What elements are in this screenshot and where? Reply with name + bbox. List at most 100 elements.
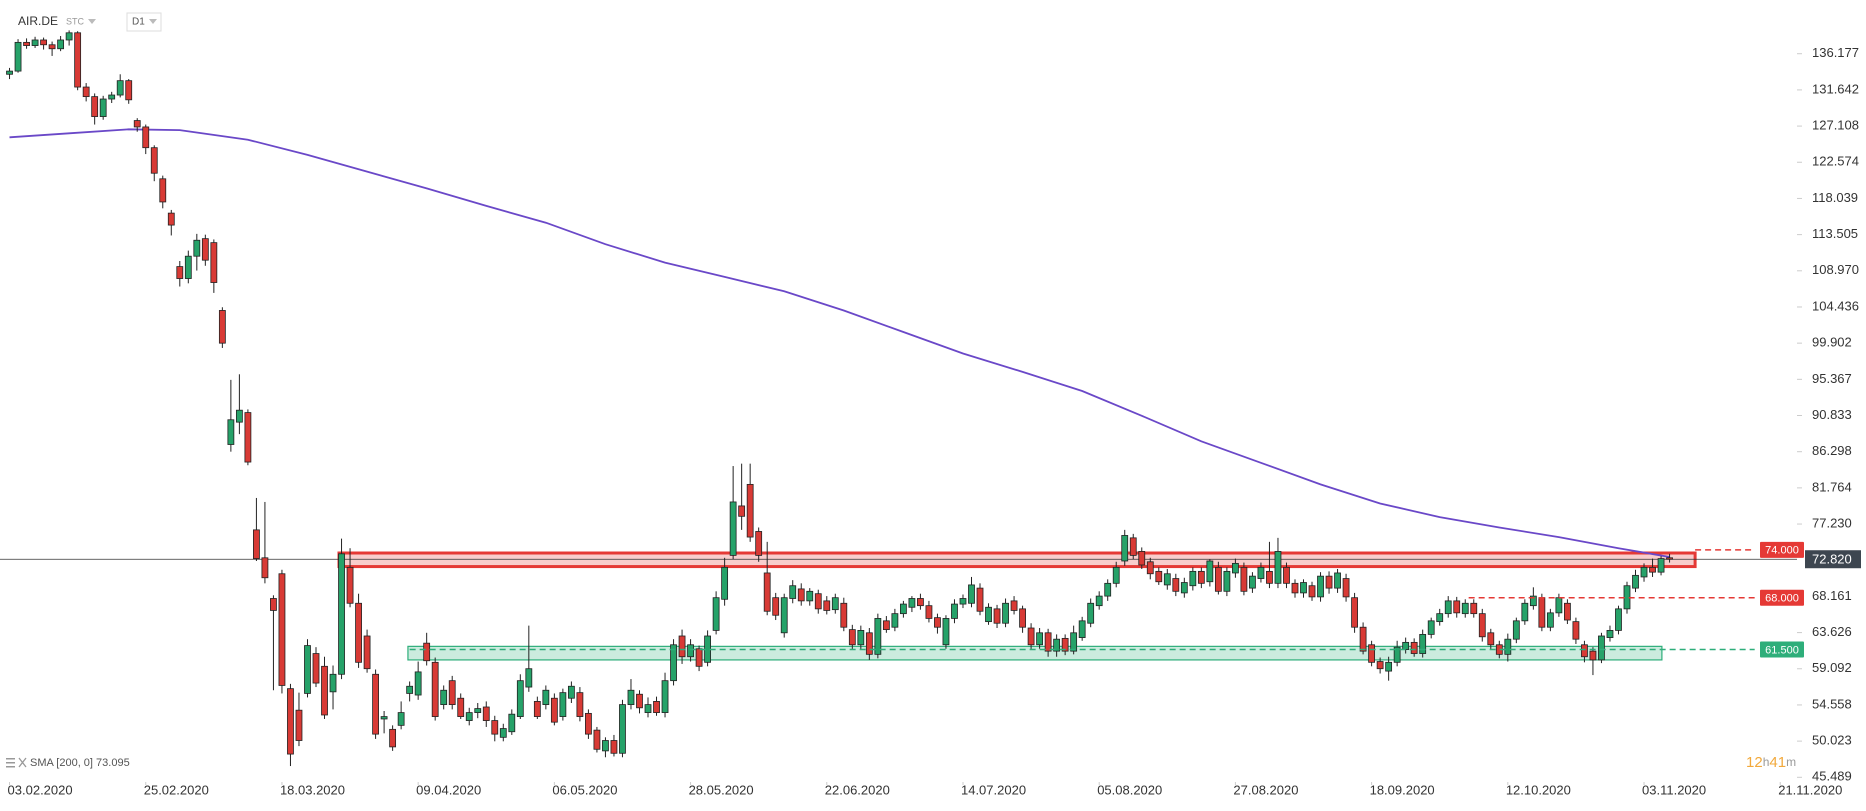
candle-body xyxy=(167,212,175,226)
candle-body xyxy=(542,689,550,706)
candle-body xyxy=(1444,600,1452,615)
candle-body xyxy=(653,701,660,713)
candle-body xyxy=(227,419,235,445)
sma-line xyxy=(9,128,1670,558)
candle-body xyxy=(1266,570,1273,584)
candle-body xyxy=(772,597,780,616)
candle-body xyxy=(746,483,754,538)
candle-body xyxy=(806,590,814,602)
candle-body xyxy=(550,697,558,723)
y-tick-label: 113.505 xyxy=(1812,226,1858,241)
candle-body xyxy=(1334,572,1341,589)
candle-body xyxy=(687,644,694,658)
candle-body xyxy=(1649,566,1656,573)
candle-body xyxy=(891,613,899,628)
zone xyxy=(407,645,1663,661)
candle-body xyxy=(1410,641,1418,654)
candle-body xyxy=(840,602,848,628)
type-select[interactable]: STC xyxy=(66,16,96,26)
level-label-box xyxy=(1760,589,1804,606)
candle-body xyxy=(1666,557,1673,560)
candle-body xyxy=(1232,562,1239,574)
x-tick-label: 06.05.2020 xyxy=(552,782,617,797)
y-tick-label: 131.642 xyxy=(1812,81,1859,96)
candle-body xyxy=(142,126,150,149)
candle-body xyxy=(1078,620,1086,638)
candle-body xyxy=(150,147,158,174)
x-tick-label: 18.03.2020 xyxy=(280,782,345,797)
candle-body xyxy=(1027,627,1035,646)
y-tick-label: 127.108 xyxy=(1812,118,1859,133)
candle-body xyxy=(1368,644,1376,663)
candle-body xyxy=(1581,644,1588,658)
indicator-menu-icon[interactable] xyxy=(6,758,15,768)
candle-body xyxy=(619,704,626,754)
candle-body xyxy=(1529,595,1537,607)
last-price-label: 72.820 xyxy=(1812,552,1852,567)
candle-body xyxy=(159,178,167,203)
candle-body xyxy=(295,709,303,741)
candle-body xyxy=(636,693,643,709)
interval-select[interactable]: D1 xyxy=(126,12,162,32)
candle-body xyxy=(91,96,99,117)
candle-body xyxy=(82,86,90,98)
candle-body xyxy=(482,706,490,721)
candle-body xyxy=(729,501,737,556)
y-tick-label: 81.764 xyxy=(1812,479,1852,494)
candle-body xyxy=(431,661,439,717)
y-tick-label: 68.161 xyxy=(1812,588,1852,603)
candle-body xyxy=(1036,632,1044,646)
candle-body xyxy=(287,688,294,755)
x-tick-label: 21.11.2020 xyxy=(1778,782,1842,797)
y-tick-label: 104.436 xyxy=(1812,298,1859,313)
candle-body xyxy=(57,39,65,50)
candle-body xyxy=(908,598,916,608)
candle-body xyxy=(1521,602,1529,622)
y-tick-label: 95.367 xyxy=(1812,371,1852,386)
candle-body xyxy=(6,70,13,75)
candle-body xyxy=(1189,570,1197,587)
candle-body xyxy=(1308,585,1316,598)
candle-body xyxy=(882,620,890,631)
x-tick-label: 03.11.2020 xyxy=(1642,782,1706,797)
candle-body xyxy=(1615,608,1622,631)
candle-body xyxy=(1095,595,1103,607)
candle-body xyxy=(1019,608,1026,628)
candle-body xyxy=(414,671,422,696)
candle-body xyxy=(985,606,992,623)
candle-body xyxy=(1180,582,1188,594)
x-tick-label: 27.08.2020 xyxy=(1233,782,1298,797)
zone xyxy=(337,551,1697,569)
y-tick-label: 54.558 xyxy=(1812,696,1852,711)
countdown-minutes: 41 xyxy=(1769,754,1786,771)
candle-body xyxy=(1044,632,1052,652)
candle-body xyxy=(567,685,575,699)
candle-body xyxy=(508,713,516,733)
candle-body xyxy=(1112,566,1120,584)
last-price-box xyxy=(1805,550,1861,569)
candle-body xyxy=(397,712,405,726)
candle-body xyxy=(1351,597,1358,628)
indicator-remove-icon[interactable] xyxy=(18,757,27,768)
candle-body xyxy=(917,598,924,607)
candle-body xyxy=(1197,570,1205,584)
candle-body xyxy=(1061,637,1069,652)
candle-body xyxy=(814,593,822,610)
countdown-hours: 12 xyxy=(1746,754,1763,771)
candle-body xyxy=(210,242,218,283)
dropdown-arrow xyxy=(149,19,157,24)
candle-body xyxy=(602,740,609,752)
candle-body xyxy=(1504,638,1512,655)
candle-body xyxy=(312,653,320,684)
candle-body xyxy=(968,584,975,604)
candle-body xyxy=(533,701,541,717)
candle-body xyxy=(1053,638,1061,652)
x-tick-label: 12.10.2020 xyxy=(1506,782,1571,797)
candle-body xyxy=(831,597,839,611)
candle-body xyxy=(278,573,286,686)
candle-body xyxy=(1002,602,1009,624)
candle-body xyxy=(1172,578,1180,592)
y-tick-label: 108.970 xyxy=(1812,262,1859,277)
candle-body xyxy=(1325,575,1333,589)
